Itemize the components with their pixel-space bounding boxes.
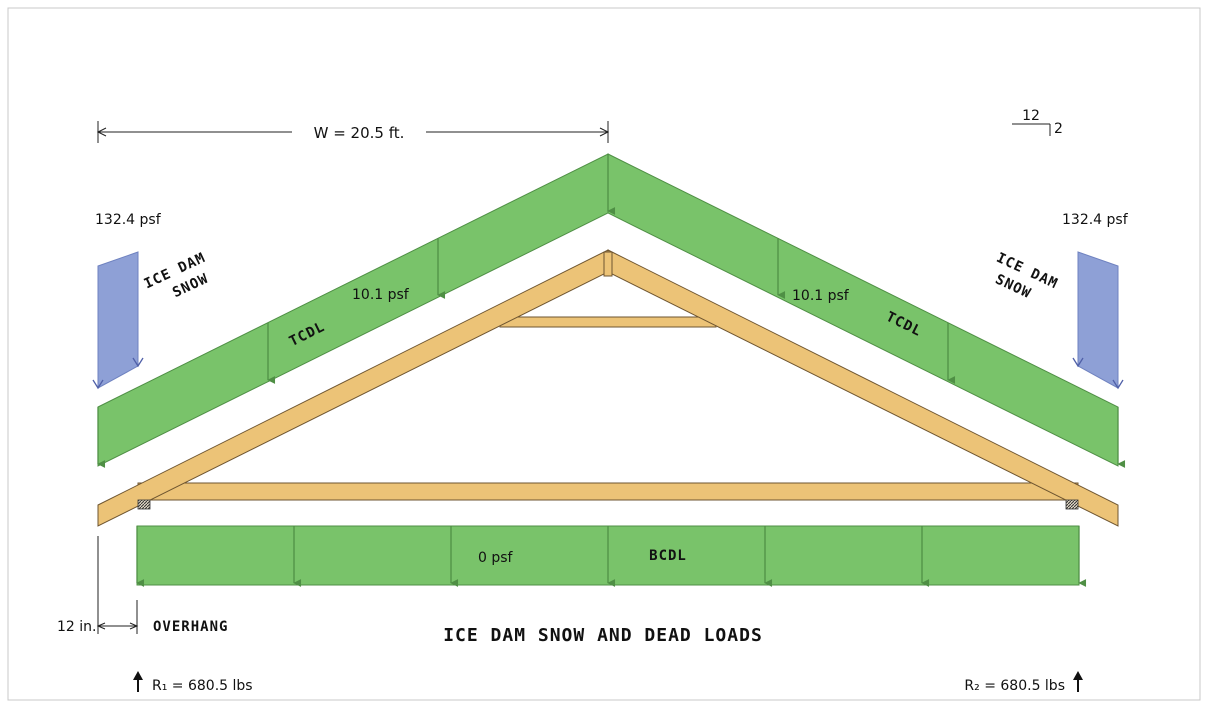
snow-load-right bbox=[1072, 251, 1124, 390]
tcdl-value-right: 10.1 psf bbox=[792, 288, 850, 304]
bottom-chord bbox=[137, 482, 1079, 501]
bearing-left bbox=[137, 499, 151, 510]
reaction-arrow-left bbox=[133, 671, 143, 692]
span-dimension bbox=[96, 121, 610, 143]
reaction-r1: R₁ = 680.5 lbs bbox=[152, 678, 253, 694]
truss bbox=[97, 249, 1119, 527]
bcdl-load-arrows bbox=[136, 526, 1087, 587]
ridge-plate bbox=[603, 251, 613, 277]
reaction-r2: R₂ = 680.5 lbs bbox=[964, 678, 1065, 694]
collar-tie bbox=[499, 316, 717, 328]
snow-load-arrow-left bbox=[97, 251, 139, 389]
frame-border bbox=[7, 7, 1201, 701]
snow-label-right: ICE DAM SNOW bbox=[993, 250, 1061, 302]
span-label: W = 20.5 ft. bbox=[314, 124, 405, 142]
bcdl-value: 0 psf bbox=[478, 550, 514, 566]
overhang-value: 12 in. bbox=[57, 619, 96, 635]
tcdl-value-left: 10.1 psf bbox=[352, 287, 410, 303]
pitch-run: 12 bbox=[1022, 108, 1040, 124]
snow-label-left: ICE DAM SNOW bbox=[142, 250, 211, 301]
snow-load-arrow-right bbox=[1077, 251, 1119, 389]
overhang-dimension bbox=[96, 536, 139, 634]
bcdl-label: BCDL bbox=[649, 548, 687, 564]
bearing-right bbox=[1065, 499, 1079, 510]
tcdl-load-arrows bbox=[97, 154, 1126, 468]
snow-load-value-left: 132.4 psf bbox=[95, 212, 162, 228]
pitch-rise: 2 bbox=[1054, 121, 1063, 137]
pitch-symbol bbox=[1012, 123, 1051, 136]
diagram-title: ICE DAM SNOW AND DEAD LOADS bbox=[443, 625, 763, 646]
snow-load-value-right: 132.4 psf bbox=[1062, 212, 1129, 228]
overhang-label: OVERHANG bbox=[153, 619, 228, 635]
snow-load-left bbox=[92, 251, 144, 390]
reaction-arrow-right bbox=[1073, 671, 1083, 692]
